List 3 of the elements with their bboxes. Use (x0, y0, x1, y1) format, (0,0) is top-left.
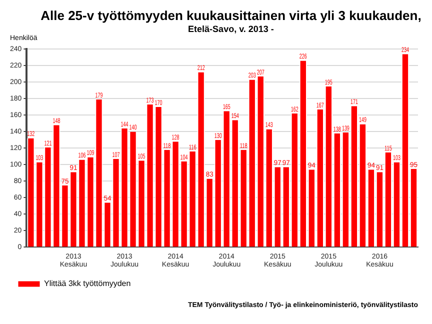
chart-subtitle: Etelä-Savo, v. 2013 - (187, 23, 275, 35)
chart-title: Alle 25-v työttömyyden kuukausittainen virta yli 3 kuukauden, (40, 8, 422, 23)
legend-label: Ylittää 3kk työttömyyden (44, 279, 131, 288)
